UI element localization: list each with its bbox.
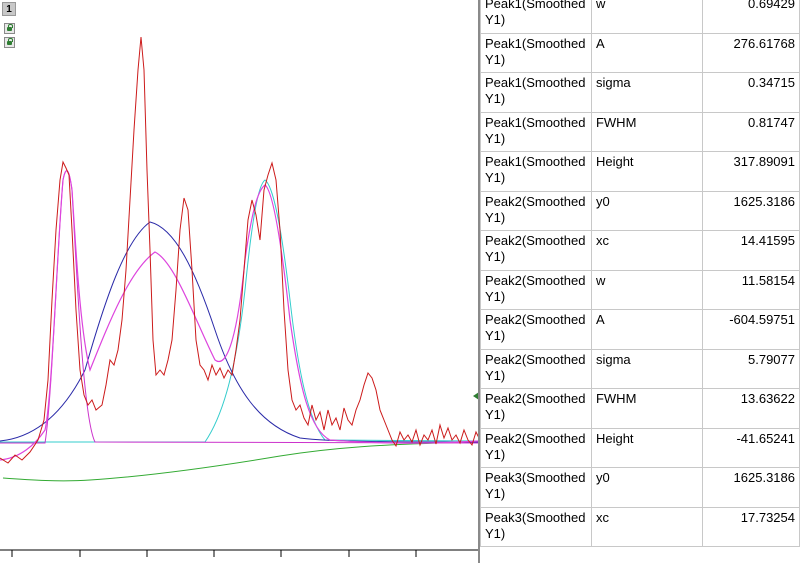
table-row[interactable]: Peak1(Smoothed Y1) FWHM 0.81747 xyxy=(480,111,800,152)
cell-name[interactable]: Peak1(Smoothed Y1) xyxy=(480,32,592,73)
cell-name[interactable]: Peak3(Smoothed Y1) xyxy=(480,467,592,508)
cell-name[interactable]: Peak2(Smoothed Y1) xyxy=(480,348,592,389)
peak3-curve xyxy=(0,179,479,443)
plot-area[interactable] xyxy=(0,0,479,563)
baseline-curve xyxy=(2,441,479,482)
table-row[interactable]: Peak3(Smoothed Y1) y0 1625.3186 xyxy=(480,467,800,508)
cell-parameter[interactable]: sigma xyxy=(590,72,704,113)
cell-name[interactable]: Peak1(Smoothed Y1) xyxy=(480,151,592,192)
cell-parameter[interactable]: FWHM xyxy=(590,111,704,152)
cell-value[interactable]: 11.58154 xyxy=(702,269,800,310)
table-row[interactable]: Peak1(Smoothed Y1) Height 317.89091 xyxy=(480,151,800,192)
cell-parameter[interactable]: Height xyxy=(590,151,704,192)
cell-parameter[interactable]: xc xyxy=(590,230,704,271)
splitter[interactable] xyxy=(478,0,480,563)
table-row[interactable]: Peak2(Smoothed Y1) y0 1625.3186 xyxy=(480,190,800,231)
graph-window[interactable]: 1 xyxy=(0,0,479,563)
cell-parameter[interactable]: w xyxy=(590,0,704,34)
cell-parameter[interactable]: y0 xyxy=(590,190,704,231)
cell-value[interactable]: 5.79077 xyxy=(702,348,800,389)
table-row[interactable]: Peak2(Smoothed Y1) A -604.59751 xyxy=(480,309,800,350)
cell-parameter[interactable]: A xyxy=(590,32,704,73)
cell-value[interactable]: 1625.3186 xyxy=(702,190,800,231)
cell-value[interactable]: 1625.3186 xyxy=(702,467,800,508)
table-row[interactable]: Peak2(Smoothed Y1) FWHM 13.63622 xyxy=(480,388,800,429)
cell-name[interactable]: Peak3(Smoothed Y1) xyxy=(480,506,592,547)
table-row[interactable]: Peak1(Smoothed Y1) A 276.61768 xyxy=(480,32,800,73)
cell-name[interactable]: Peak1(Smoothed Y1) xyxy=(480,72,592,113)
cell-value[interactable]: 317.89091 xyxy=(702,151,800,192)
table-row[interactable]: Peak1(Smoothed Y1) sigma 0.34715 xyxy=(480,72,800,113)
cell-name[interactable]: Peak2(Smoothed Y1) xyxy=(480,230,592,271)
cell-name[interactable]: Peak2(Smoothed Y1) xyxy=(480,309,592,350)
cell-parameter[interactable]: w xyxy=(590,269,704,310)
table-row[interactable]: Peak2(Smoothed Y1) Height -41.65241 xyxy=(480,427,800,468)
cell-parameter[interactable]: y0 xyxy=(590,467,704,508)
cell-parameter[interactable]: Height xyxy=(590,427,704,468)
cell-parameter[interactable]: sigma xyxy=(590,348,704,389)
cell-name[interactable]: Peak1(Smoothed Y1) xyxy=(480,0,592,34)
cell-parameter[interactable]: xc xyxy=(590,506,704,547)
cell-value[interactable]: 276.61768 xyxy=(702,32,800,73)
table-row[interactable]: Peak2(Smoothed Y1) xc 14.41595 xyxy=(480,230,800,271)
cell-value[interactable]: 0.81747 xyxy=(702,111,800,152)
layer-tab[interactable]: 1 xyxy=(2,2,16,16)
cell-name[interactable]: Peak2(Smoothed Y1) xyxy=(480,269,592,310)
cell-name[interactable]: Peak2(Smoothed Y1) xyxy=(480,190,592,231)
cell-value[interactable]: -604.59751 xyxy=(702,309,800,350)
cell-value[interactable]: 17.73254 xyxy=(702,506,800,547)
cell-value[interactable]: 14.41595 xyxy=(702,230,800,271)
cell-name[interactable]: Peak1(Smoothed Y1) xyxy=(480,111,592,152)
table-row[interactable]: Peak1(Smoothed Y1) w 0.69429 xyxy=(480,0,800,34)
cell-value[interactable]: 13.63622 xyxy=(702,388,800,429)
cell-name[interactable]: Peak2(Smoothed Y1) xyxy=(480,427,592,468)
cumulative-fit-curve xyxy=(0,170,479,461)
peak2-curve xyxy=(0,221,479,443)
fit-parameters-table: Peak1(Smoothed Y1) w 0.69429 Peak1(Smoothed… xyxy=(480,0,800,563)
cell-value[interactable]: -41.65241 xyxy=(702,427,800,468)
cell-name[interactable]: Peak2(Smoothed Y1) xyxy=(480,388,592,429)
table-row[interactable]: Peak2(Smoothed Y1) w 11.58154 xyxy=(480,269,800,310)
lock-icon[interactable] xyxy=(4,23,15,34)
cell-parameter[interactable]: A xyxy=(590,309,704,350)
cell-value[interactable]: 0.69429 xyxy=(702,0,800,34)
table-row[interactable]: Peak2(Smoothed Y1) sigma 5.79077 xyxy=(480,348,800,389)
cell-parameter[interactable]: FWHM xyxy=(590,388,704,429)
table-row[interactable]: Peak3(Smoothed Y1) xc 17.73254 xyxy=(480,506,800,547)
data-curve xyxy=(0,36,479,464)
cell-value[interactable]: 0.34715 xyxy=(702,72,800,113)
x-axis-ticks xyxy=(11,550,417,557)
arrow-marker-icon xyxy=(473,392,479,400)
lock-icon[interactable] xyxy=(4,37,15,48)
